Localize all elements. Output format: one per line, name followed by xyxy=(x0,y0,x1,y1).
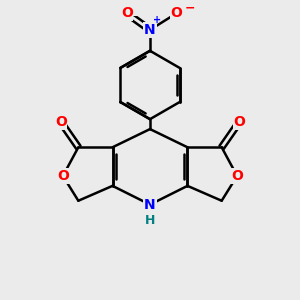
Text: O: O xyxy=(170,6,182,20)
Text: +: + xyxy=(153,15,161,25)
Text: H: H xyxy=(145,214,155,226)
Text: −: − xyxy=(184,1,195,14)
Text: O: O xyxy=(57,169,69,183)
Text: O: O xyxy=(231,169,243,183)
Text: O: O xyxy=(121,6,133,20)
Text: N: N xyxy=(144,23,156,37)
Text: N: N xyxy=(144,198,156,212)
Text: O: O xyxy=(55,115,67,129)
Text: O: O xyxy=(233,115,245,129)
